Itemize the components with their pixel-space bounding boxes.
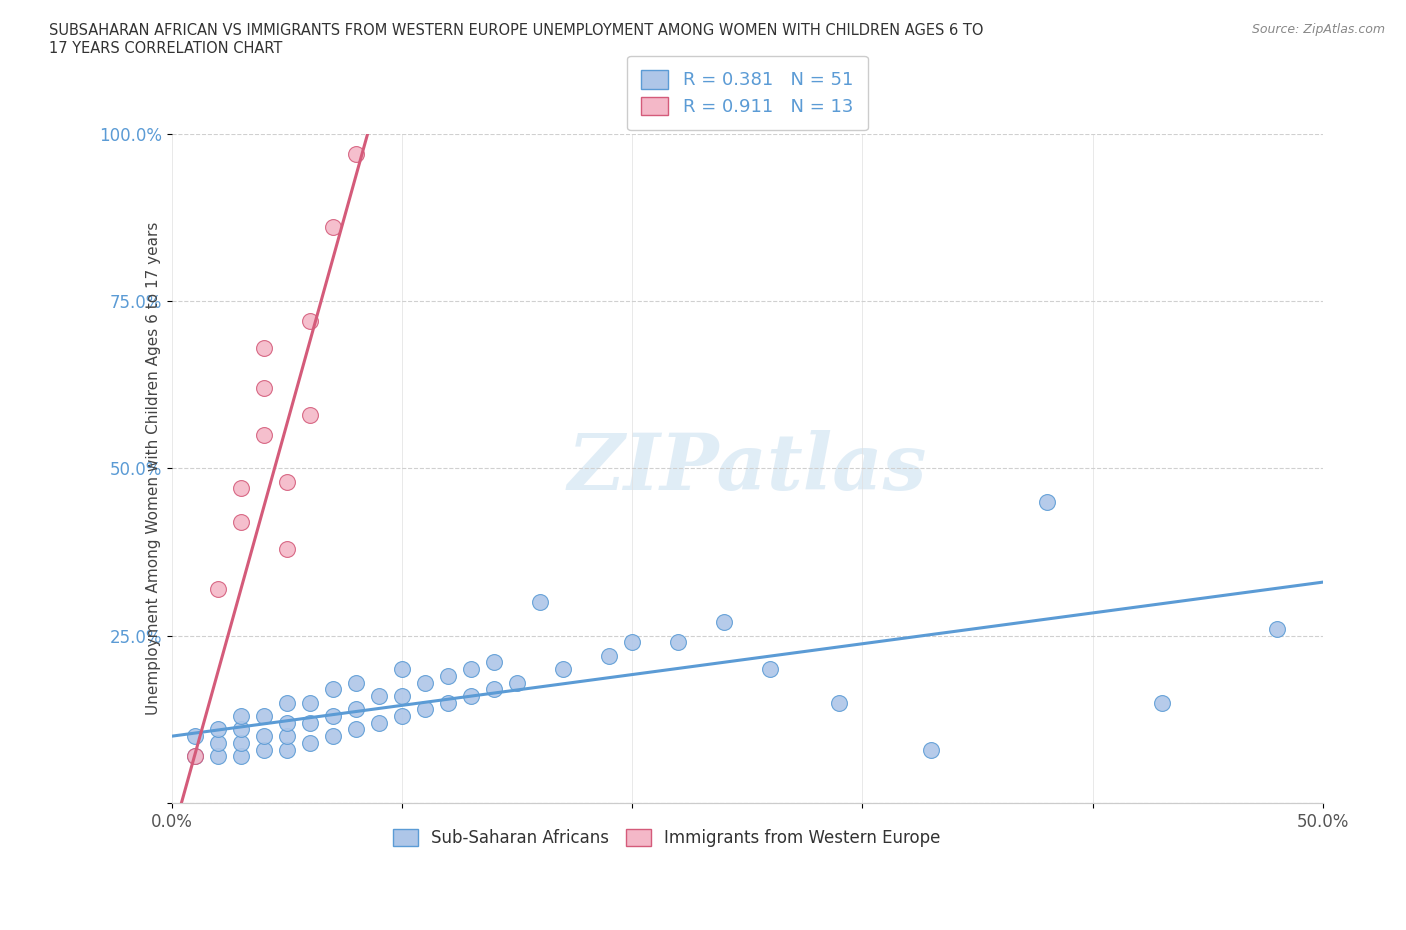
Point: [253, 340, 276, 355]
Point: [276, 541, 298, 556]
Point: [276, 715, 298, 730]
Point: [229, 481, 252, 496]
Point: [276, 729, 298, 744]
Point: [207, 722, 229, 737]
Point: [1150, 696, 1173, 711]
Text: Source: ZipAtlas.com: Source: ZipAtlas.com: [1251, 23, 1385, 36]
Text: ZIPatlas: ZIPatlas: [568, 430, 927, 507]
Legend: Sub-Saharan Africans, Immigrants from Western Europe: Sub-Saharan Africans, Immigrants from We…: [385, 820, 949, 855]
Point: [437, 669, 460, 684]
Point: [322, 682, 344, 697]
Text: SUBSAHARAN AFRICAN VS IMMIGRANTS FROM WESTERN EUROPE UNEMPLOYMENT AMONG WOMEN WI: SUBSAHARAN AFRICAN VS IMMIGRANTS FROM WE…: [49, 23, 984, 56]
Point: [437, 696, 460, 711]
Point: [207, 749, 229, 764]
Point: [713, 615, 735, 630]
Point: [598, 648, 620, 663]
Point: [413, 702, 436, 717]
Point: [322, 219, 344, 234]
Point: [920, 742, 942, 757]
Point: [621, 635, 644, 650]
Point: [276, 742, 298, 757]
Point: [229, 736, 252, 751]
Point: [253, 742, 276, 757]
Point: [391, 709, 413, 724]
Point: [229, 709, 252, 724]
Point: [207, 581, 229, 596]
Point: [229, 514, 252, 529]
Point: [1265, 621, 1288, 636]
Point: [391, 688, 413, 703]
Point: [553, 662, 575, 677]
Y-axis label: Unemployment Among Women with Children Ages 6 to 17 years: Unemployment Among Women with Children A…: [146, 221, 160, 715]
Point: [368, 715, 391, 730]
Point: [299, 696, 322, 711]
Point: [460, 688, 482, 703]
Point: [391, 662, 413, 677]
Point: [276, 474, 298, 489]
Point: [344, 702, 367, 717]
Point: [253, 709, 276, 724]
Point: [299, 407, 322, 422]
Point: [484, 682, 506, 697]
Point: [506, 675, 529, 690]
Point: [344, 146, 367, 161]
Point: [184, 749, 207, 764]
Point: [368, 688, 391, 703]
Point: [229, 749, 252, 764]
Point: [299, 313, 322, 328]
Point: [344, 675, 367, 690]
Point: [344, 722, 367, 737]
Point: [759, 662, 782, 677]
Point: [276, 696, 298, 711]
Point: [322, 709, 344, 724]
Point: [229, 722, 252, 737]
Point: [529, 595, 551, 610]
Point: [322, 729, 344, 744]
Point: [184, 749, 207, 764]
Point: [299, 736, 322, 751]
Point: [828, 696, 851, 711]
Point: [253, 729, 276, 744]
Point: [413, 675, 436, 690]
Point: [207, 736, 229, 751]
Point: [253, 428, 276, 443]
Point: [184, 729, 207, 744]
Point: [253, 380, 276, 395]
Point: [299, 715, 322, 730]
Point: [666, 635, 689, 650]
Point: [484, 655, 506, 670]
Point: [1035, 495, 1057, 510]
Point: [460, 662, 482, 677]
